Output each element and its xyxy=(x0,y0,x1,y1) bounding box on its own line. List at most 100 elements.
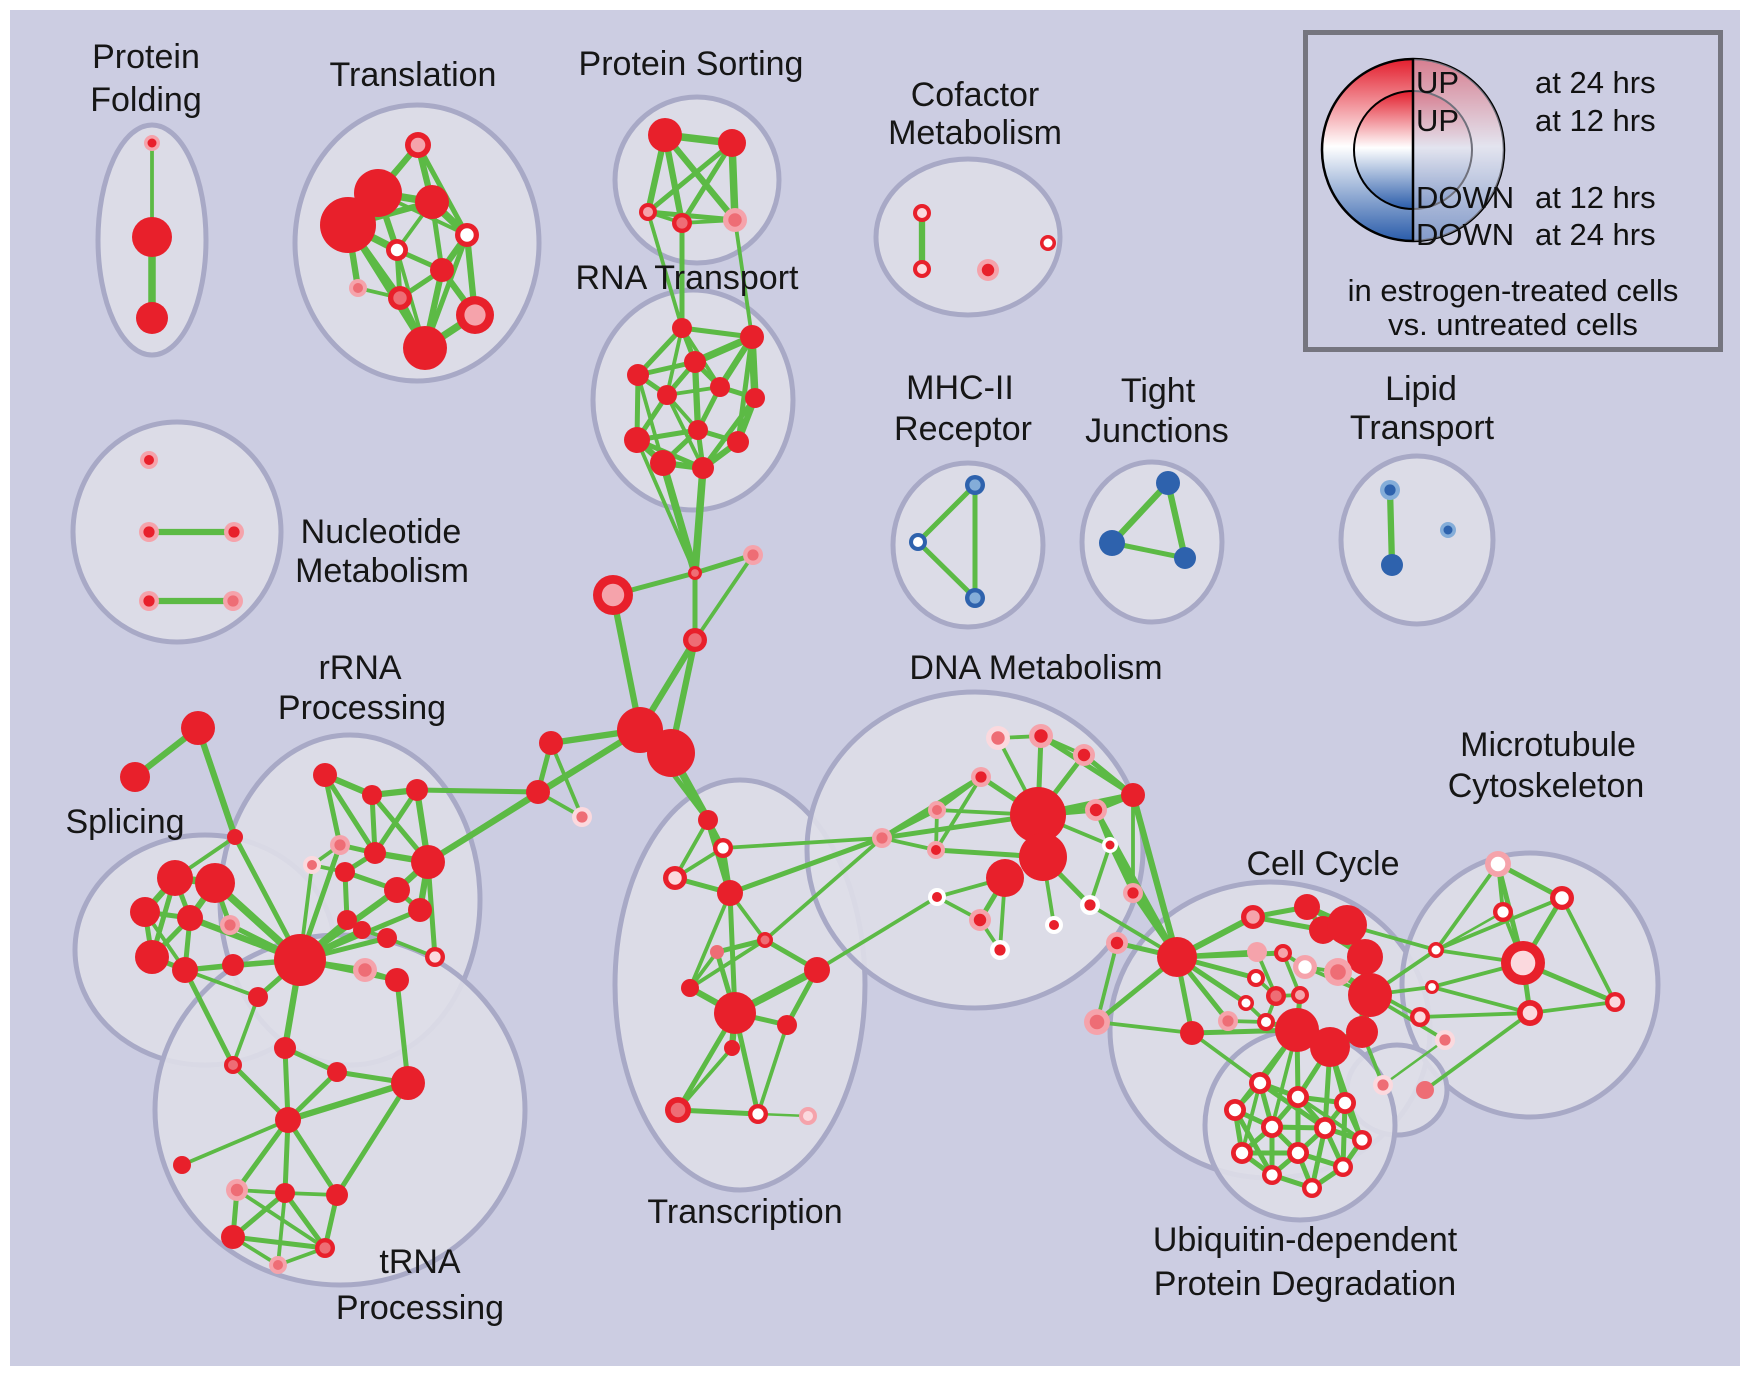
network-node-core-dm9 xyxy=(1105,840,1115,850)
cluster-label-rna-transport: RNA Transport xyxy=(576,259,800,297)
network-node-core-ub3 xyxy=(1338,1096,1352,1110)
cluster-label-trna-processing: tRNA xyxy=(379,1243,461,1281)
network-node-core-cc22 xyxy=(1222,1015,1234,1027)
network-node-core-ub12 xyxy=(1306,1182,1318,1194)
network-edge xyxy=(700,395,758,471)
network-node-core-cc1 xyxy=(1110,936,1124,950)
network-node-rt7 xyxy=(745,388,765,408)
network-node-dm7 xyxy=(1121,783,1145,807)
network-node-rt3 xyxy=(684,351,706,373)
network-node-hs1 xyxy=(539,731,563,755)
network-edge xyxy=(334,1080,411,1198)
network-node-tn5 xyxy=(275,1107,301,1133)
legend-dir-label: DOWN xyxy=(1416,180,1515,215)
network-node-core-l1 xyxy=(1384,484,1396,496)
network-edge xyxy=(282,1190,328,1251)
network-node-core-dm5 xyxy=(932,805,942,815)
network-node-core-l3 xyxy=(1443,525,1453,535)
network-node-tr11 xyxy=(403,326,447,370)
network-node-rr1 xyxy=(313,763,337,787)
network-edge xyxy=(1381,1038,1447,1087)
network-node-tr4 xyxy=(320,197,376,253)
network-node-core-dm8 xyxy=(931,845,941,855)
network-node-core-nm2 xyxy=(143,526,155,538)
network-node-sp9 xyxy=(248,987,268,1007)
cluster-label-ubiquitin-degradation: Ubiquitin-dependent xyxy=(1153,1221,1458,1259)
legend-time-label: at 24 hrs xyxy=(1535,217,1656,252)
network-edge xyxy=(646,210,684,330)
network-node-core-nm3 xyxy=(228,526,240,538)
network-node-core-tn7 xyxy=(230,1183,244,1197)
network-edge xyxy=(1434,910,1505,952)
network-node-core-tr9 xyxy=(393,291,407,305)
network-edge xyxy=(1095,941,1119,1024)
cluster-ellipse-cofactor-metabolism xyxy=(873,156,1063,318)
network-edge xyxy=(285,1117,340,1198)
network-node-rt11 xyxy=(650,450,676,476)
network-edge xyxy=(679,140,735,226)
network-edge xyxy=(180,1118,290,1167)
network-node-rr9 xyxy=(411,845,445,879)
cluster-label-ubiquitin-degradation: Protein Degradation xyxy=(1154,1265,1456,1303)
network-node-core-dm13 xyxy=(1049,920,1059,930)
network-node-core-tr1 xyxy=(410,137,426,153)
network-node-tn9 xyxy=(326,1184,348,1206)
network-node-tr7 xyxy=(430,258,454,282)
network-edge xyxy=(763,836,884,942)
network-node-rt8 xyxy=(688,420,708,440)
network-edge xyxy=(645,209,738,223)
network-node-core-cc19 xyxy=(1261,1017,1271,1027)
cluster-label-nucleotide-metabolism: Nucleotide xyxy=(301,513,462,551)
network-edge xyxy=(1423,1011,1532,1092)
network-edge xyxy=(675,1107,761,1117)
cluster-label-microtubule-cytoskeleton: Cytoskeleton xyxy=(1448,767,1645,805)
network-node-t2 xyxy=(1099,530,1125,556)
network-edge xyxy=(1430,985,1532,1015)
cluster-label-tight-junctions: Junctions xyxy=(1085,412,1229,450)
cluster-label-mhc-ii-receptor: MHC-II xyxy=(906,369,1014,407)
network-node-core-se1 xyxy=(1377,1079,1389,1091)
network-edge xyxy=(727,835,885,896)
network-node-rr3 xyxy=(406,779,428,801)
network-edge xyxy=(688,938,767,990)
cluster-label-protein-sorting: Protein Sorting xyxy=(579,45,804,83)
network-node-core-dmL xyxy=(876,832,888,844)
network-node-core-mc5 xyxy=(1522,1005,1538,1021)
network-edge xyxy=(1560,896,1617,1004)
network-node-cc3 xyxy=(1180,1021,1204,1045)
network-node-core-cc16 xyxy=(1270,990,1282,1002)
network-node-core-tn12 xyxy=(273,1260,283,1270)
network-node-core-mid3 xyxy=(601,583,625,607)
network-node-tx11 xyxy=(724,1040,740,1056)
network-edge xyxy=(1434,862,1500,952)
network-node-hs2 xyxy=(526,780,550,804)
network-node-tn8 xyxy=(275,1183,295,1203)
network-edge xyxy=(915,482,978,545)
network-edge xyxy=(733,218,754,339)
network-node-tn2 xyxy=(274,1037,296,1059)
network-node-core-dm12 xyxy=(973,913,987,927)
network-node-core-ub7 xyxy=(1356,1134,1368,1146)
network-node-core-cf3 xyxy=(981,263,995,277)
network-node-core-cf2 xyxy=(917,264,927,274)
network-edge xyxy=(693,553,755,642)
cluster-label-lipid-transport: Transport xyxy=(1350,409,1495,447)
network-edge xyxy=(934,775,983,852)
network-node-core-nm5 xyxy=(227,595,239,607)
network-node-hub2 xyxy=(647,729,695,777)
network-node-cc21 xyxy=(1310,1027,1350,1067)
network-node-core-ub11 xyxy=(1337,1161,1349,1173)
network-node-core-mcL4 xyxy=(1439,1034,1451,1046)
cluster-label-protein-folding: Folding xyxy=(90,81,202,119)
network-node-core-rr15 xyxy=(429,951,441,963)
network-node-core-m3 xyxy=(969,592,981,604)
network-node-core-ub1 xyxy=(1253,1076,1267,1090)
network-node-rt4 xyxy=(627,364,649,386)
network-edge xyxy=(1386,486,1396,569)
legend-box: UP at 24 hrs UP at 12 hrs DOWN at 12 hrs… xyxy=(1303,30,1723,352)
network-node-tx7 xyxy=(681,979,699,997)
network-node-rt1 xyxy=(672,318,692,338)
network-edge xyxy=(676,1046,734,1112)
network-edge xyxy=(691,358,702,434)
